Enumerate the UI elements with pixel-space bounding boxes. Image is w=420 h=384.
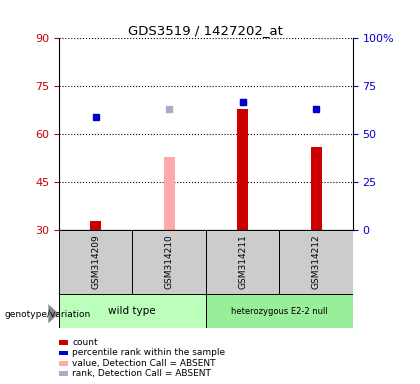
Text: GSM314212: GSM314212 (312, 235, 320, 290)
Bar (206, 230, 279, 294)
Text: wild type: wild type (108, 306, 156, 316)
Bar (90, 221, 101, 230)
Text: value, Detection Call = ABSENT: value, Detection Call = ABSENT (72, 359, 216, 368)
Text: heterozygous E2-2 null: heterozygous E2-2 null (231, 306, 328, 316)
Bar (237, 109, 248, 230)
Bar (59, 294, 206, 328)
Bar (59, 230, 132, 294)
Text: count: count (72, 338, 98, 347)
Title: GDS3519 / 1427202_at: GDS3519 / 1427202_at (129, 24, 283, 37)
Text: rank, Detection Call = ABSENT: rank, Detection Call = ABSENT (72, 369, 211, 378)
Text: GSM314209: GSM314209 (91, 235, 100, 290)
Text: genotype/variation: genotype/variation (4, 310, 90, 319)
Bar (279, 230, 353, 294)
Text: GSM314211: GSM314211 (238, 235, 247, 290)
Bar (206, 294, 353, 328)
Bar (310, 147, 322, 230)
Bar (163, 157, 175, 230)
Text: percentile rank within the sample: percentile rank within the sample (72, 348, 226, 358)
Text: GSM314210: GSM314210 (165, 235, 173, 290)
Polygon shape (48, 304, 59, 323)
Bar (132, 230, 206, 294)
